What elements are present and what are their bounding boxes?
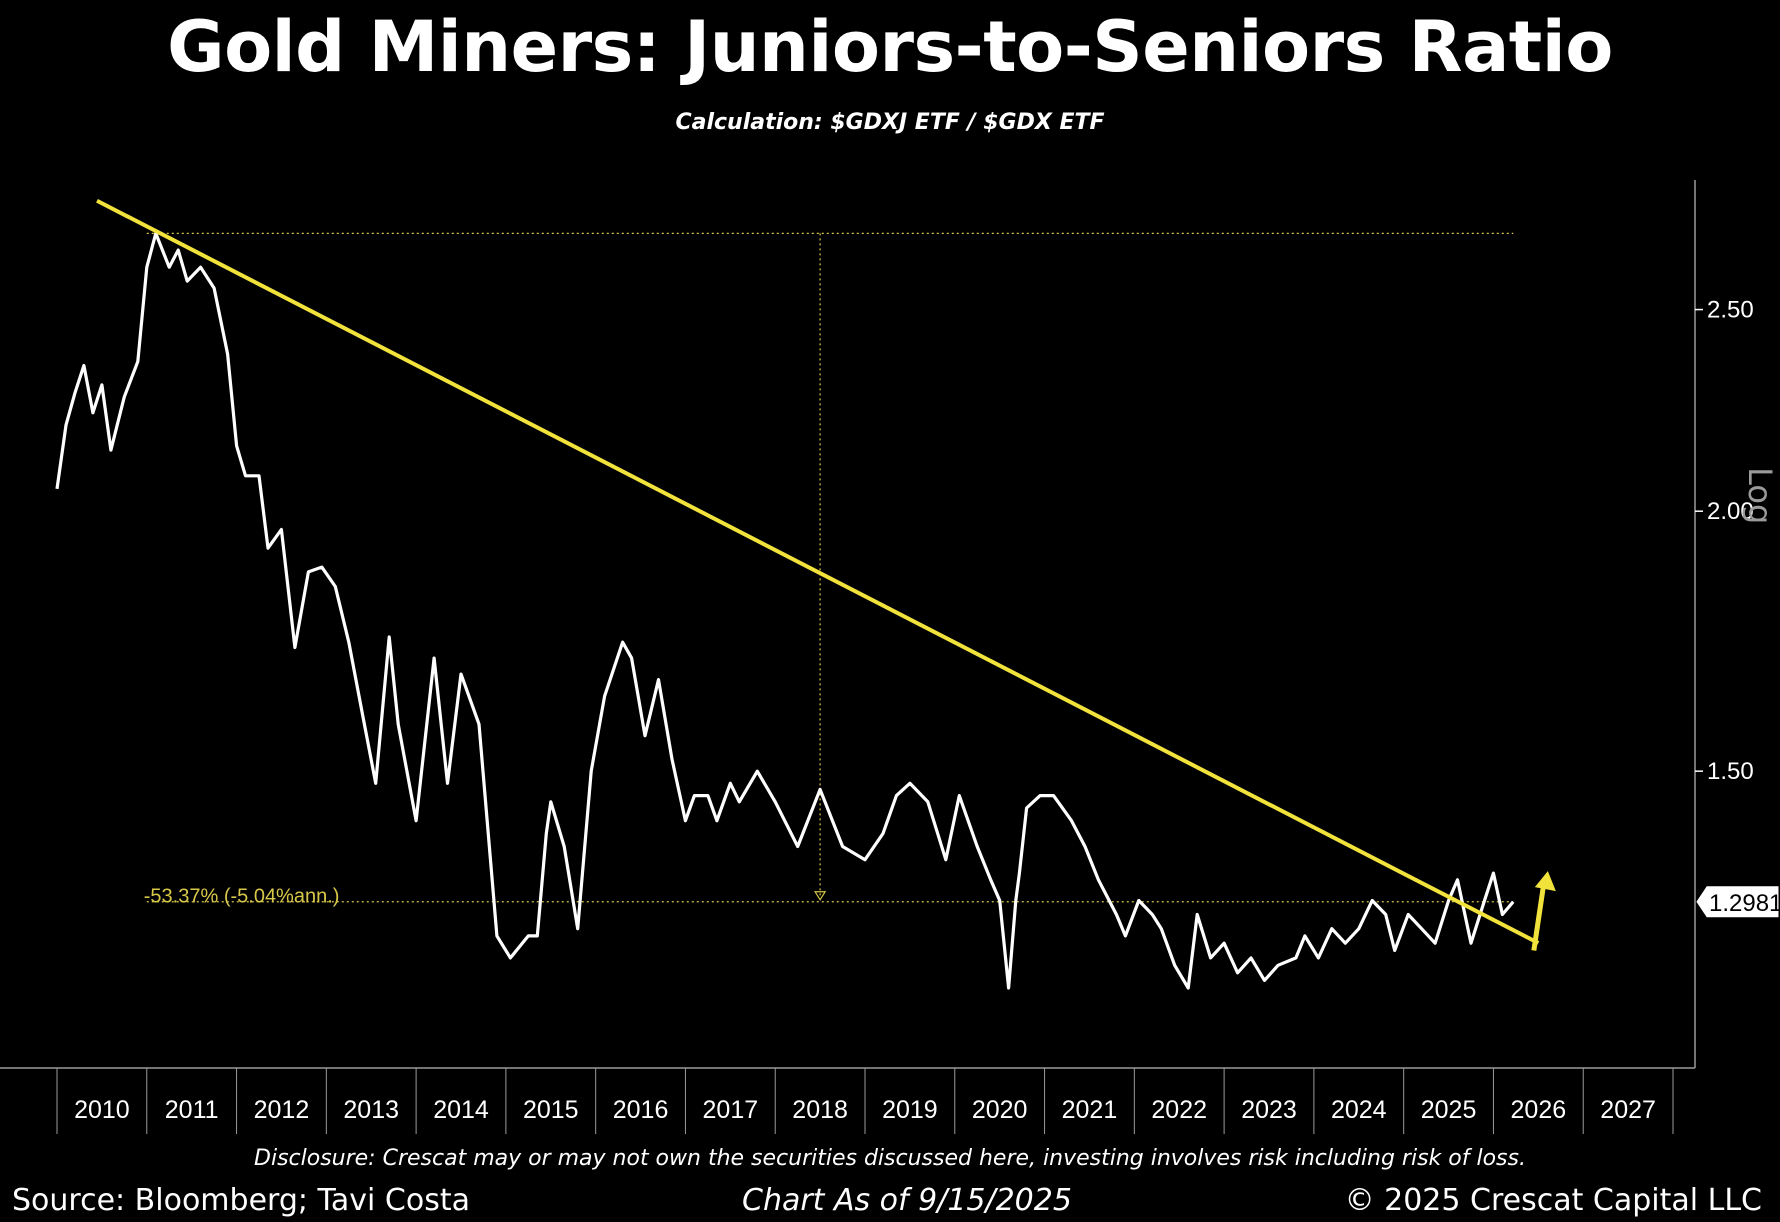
breakout-arrow-shaft [1531,882,1547,951]
y-tick-label: 2.50 [1707,297,1754,324]
ratio-series-line [55,231,1515,990]
chart-title: Gold Miners: Juniors-to-Seniors Ratio [167,6,1613,88]
x-tick-label: 2026 [1511,1096,1567,1124]
last-value-tag [1696,886,1779,918]
x-tick-label: 2020 [972,1096,1028,1124]
x-tick-label: 2015 [523,1096,579,1124]
breakout-arrow-head [1534,871,1556,892]
log-scale-label: Log [1741,467,1779,524]
x-tick-label: 2023 [1241,1096,1297,1124]
y-tick-label: 2.00 [1707,498,1754,525]
x-tick-label: 2019 [882,1096,938,1124]
x-tick-label: 2016 [613,1096,669,1124]
x-tick-label: 2018 [792,1096,848,1124]
x-tick-label: 2025 [1421,1096,1477,1124]
last-value-label: 1.2981 [1709,890,1780,917]
x-tick-label: 2021 [1062,1096,1118,1124]
x-tick-label: 2013 [343,1096,399,1124]
downtrend-line [96,198,1540,945]
x-tick-label: 2017 [703,1096,759,1124]
chart-subtitle: Calculation: $GDXJ ETF / $GDX ETF [675,110,1105,135]
as-of-date: Chart As of 9/15/2025 [742,1183,1072,1218]
x-tick-label: 2012 [254,1096,310,1124]
copyright-text: © 2025 Crescat Capital LLC [1344,1183,1762,1218]
disclosure-text: Disclosure: Crescat may or may not own t… [254,1146,1526,1171]
x-tick-label: 2027 [1600,1096,1656,1124]
change-annotation: -53.37% (-5.04%ann.) [144,885,340,907]
x-tick-label: 2014 [433,1096,489,1124]
x-tick-label: 2024 [1331,1096,1387,1124]
source-text: Source: Bloomberg; Tavi Costa [12,1183,470,1218]
x-tick-label: 2022 [1151,1096,1207,1124]
x-tick-label: 2011 [165,1096,219,1124]
x-tick-label: 2010 [74,1096,130,1124]
measure-arrowhead [814,891,827,901]
y-tick-label: 1.50 [1707,758,1754,785]
